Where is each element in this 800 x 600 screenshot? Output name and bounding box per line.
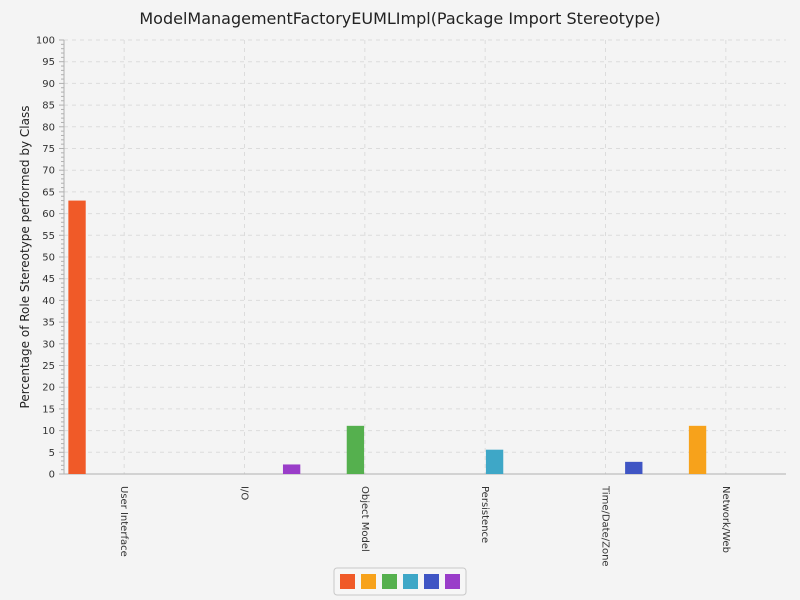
y-tick-label: 20 — [42, 383, 55, 394]
y-tick-label: 30 — [42, 339, 55, 350]
legend-swatch — [340, 574, 355, 589]
y-tick-label: 10 — [42, 426, 55, 437]
y-tick-label: 80 — [42, 122, 55, 133]
legend — [333, 567, 467, 596]
y-tick-label: 85 — [42, 101, 55, 112]
axis-labels: 0 5 10 15 20 25 30 35 40 45 50 55 60 65 70 75 80 85 90 95 10… — [36, 36, 731, 567]
x-category-label: I/O — [239, 486, 250, 500]
y-tick-label: 70 — [42, 166, 55, 177]
legend-swatch — [382, 574, 397, 589]
x-category-label: User Interface — [118, 486, 129, 557]
legend-swatch — [424, 574, 439, 589]
y-tick-label: 15 — [42, 404, 55, 415]
axes — [59, 39, 786, 475]
y-tick-label: 35 — [42, 318, 55, 329]
y-tick-label: 95 — [42, 57, 55, 68]
y-tick-label: 100 — [36, 36, 55, 47]
x-category-label: Persistence — [479, 486, 490, 543]
y-tick-label: 75 — [42, 144, 55, 155]
legend-swatch — [445, 574, 460, 589]
chart-title: ModelManagementFactoryEUMLImpl(Package I… — [139, 9, 660, 28]
bar — [485, 449, 504, 474]
bar — [68, 200, 86, 474]
bar — [346, 425, 365, 474]
y-tick-label: 55 — [42, 231, 55, 242]
y-tick-label: 65 — [42, 187, 55, 198]
x-category-label: Network/Web — [720, 486, 731, 553]
bar — [625, 461, 643, 474]
y-tick-label: 60 — [42, 209, 55, 220]
legend-swatch — [361, 574, 376, 589]
grid-lines — [64, 39, 786, 474]
legend-swatch — [403, 574, 418, 589]
y-axis-label: Percentage of Role Stereotype performed … — [18, 106, 32, 409]
bars — [68, 200, 707, 474]
y-tick-label: 45 — [42, 274, 55, 285]
x-category-label: Object Model — [359, 486, 370, 552]
x-category-label: Time/Date/Zone — [600, 485, 611, 567]
y-tick-label: 5 — [49, 448, 55, 459]
bar — [688, 425, 707, 474]
y-tick-label: 40 — [42, 296, 55, 307]
y-tick-label: 0 — [49, 470, 55, 481]
bar — [282, 464, 301, 474]
y-tick-label: 25 — [42, 361, 55, 372]
y-tick-label: 50 — [42, 253, 55, 264]
y-tick-label: 90 — [42, 79, 55, 90]
